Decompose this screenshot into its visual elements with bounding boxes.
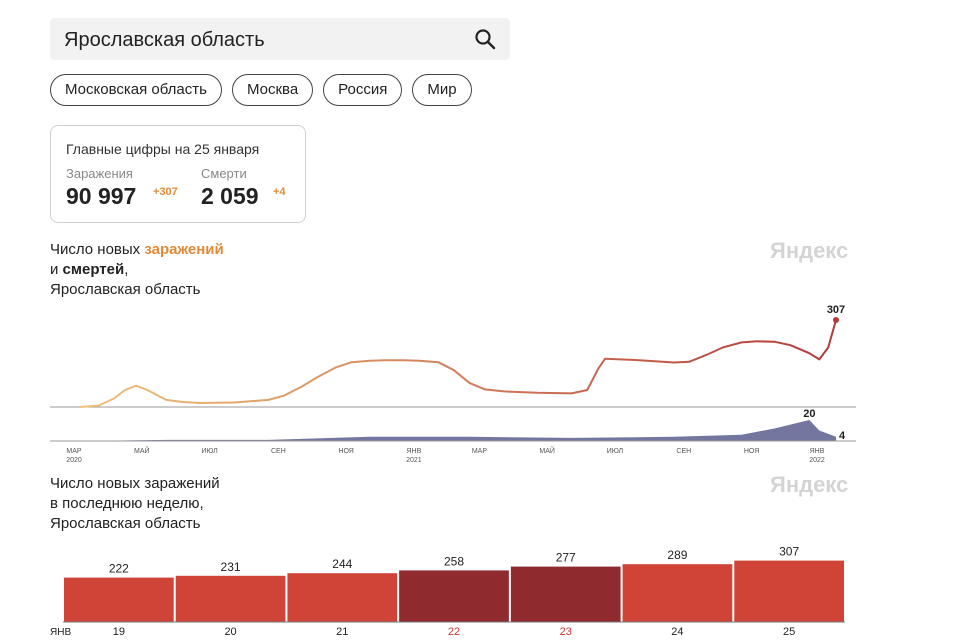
deaths-area xyxy=(79,420,837,441)
chart1-title-line1-prefix: Число новых xyxy=(50,241,145,258)
chart1-title-line2-prefix: и xyxy=(50,261,63,278)
bar-22 xyxy=(399,570,509,622)
bar-category-label: 22 xyxy=(448,626,460,638)
chart2-title: Число новых заражений в последнюю неделю… xyxy=(50,474,220,534)
bar-value-label: 258 xyxy=(444,554,464,568)
bar-value-label: 222 xyxy=(109,562,129,576)
bar-21 xyxy=(287,573,398,622)
x-tick-label: МАЙ xyxy=(134,446,150,455)
chart2-watermark: Яндекс xyxy=(770,472,849,497)
deaths-last-label: 4 xyxy=(839,430,846,442)
infections-label: Заражения xyxy=(66,166,133,181)
summary-title: Главные цифры на 25 января xyxy=(66,141,260,157)
bar-category-label: 23 xyxy=(560,626,572,638)
x-tick-label: ЯНВ xyxy=(407,448,422,455)
deaths-peak-label: 20 xyxy=(803,408,815,420)
x-tick-label: МАЙ xyxy=(539,446,555,455)
infections-last-label: 307 xyxy=(827,304,845,316)
chart2-title-line2: в последнюю неделю, xyxy=(50,495,204,512)
bar-category-label: 25 xyxy=(783,626,795,638)
x-tick-label: ЯНВ xyxy=(810,448,825,455)
x-tick-label: НОЯ xyxy=(338,448,353,455)
x-tick-label: СЕН xyxy=(676,448,691,455)
x-tick-label: НОЯ xyxy=(744,448,759,455)
bar-25 xyxy=(734,560,844,622)
chip-world[interactable]: Мир xyxy=(412,74,472,106)
bar-19 xyxy=(64,577,174,622)
chart1-title-deaths: смертей xyxy=(62,261,125,278)
bar-value-label: 231 xyxy=(221,560,241,574)
bar-value-label: 289 xyxy=(667,548,687,562)
bar-23 xyxy=(510,566,621,622)
x-tick-year: 2020 xyxy=(66,457,82,464)
search-icon[interactable] xyxy=(474,28,496,50)
x-tick-year: 2022 xyxy=(809,457,825,464)
chart1-title: Число новых заражений и смертей, Ярослав… xyxy=(50,240,224,300)
infections-value: 90 997 xyxy=(66,183,137,209)
bar-value-label: 307 xyxy=(779,545,799,559)
chip-russia[interactable]: Россия xyxy=(323,74,403,106)
bar-24 xyxy=(622,564,733,622)
chart1-title-region: Ярославская область xyxy=(50,281,201,298)
chip-moscow-region[interactable]: Московская область xyxy=(50,74,222,106)
daily-cases-chart: 307 20 4 МАР 2020 МАЙ ИЮЛ СЕН НОЯ ЯНВ 2021 МАР МАЙ ИЮ… xyxy=(50,304,856,464)
x-tick-label: МАР xyxy=(66,448,82,455)
weekly-cases-chart: 222 19 231 20 244 21 258 22 277 23 289 24 307 25 ЯНВ xyxy=(50,545,845,638)
x-tick-label: ИЮЛ xyxy=(201,448,218,455)
bar-month-label: ЯНВ xyxy=(50,627,71,638)
bar-value-label: 244 xyxy=(332,557,352,571)
search-box[interactable]: Ярославская область xyxy=(50,18,510,60)
x-tick-year: 2021 xyxy=(406,457,422,464)
x-tick-label: ИЮЛ xyxy=(607,448,624,455)
infections-delta: +307 xyxy=(153,186,178,198)
region-chips: Московская область Москва Россия Мир xyxy=(50,74,472,106)
chart2-title-region: Ярославская область xyxy=(50,515,201,532)
bar-category-label: 21 xyxy=(336,626,348,638)
infections-line xyxy=(79,319,837,408)
bar-20 xyxy=(175,575,286,622)
bar-category-label: 19 xyxy=(113,626,125,638)
deaths-label: Смерти xyxy=(201,166,247,181)
chart1-watermark: Яндекс xyxy=(770,238,849,263)
search-input[interactable]: Ярославская область xyxy=(64,29,265,51)
deaths-delta: +4 xyxy=(273,186,286,198)
bar-value-label: 277 xyxy=(556,551,576,565)
deaths-value: 2 059 xyxy=(201,183,259,209)
summary-card: Главные цифры на 25 января Заражения 90 … xyxy=(50,125,306,223)
chart2-title-line1: Число новых заражений xyxy=(50,475,220,492)
bar-category-label: 20 xyxy=(224,626,236,638)
infections-last-point xyxy=(833,317,839,323)
chart1-title-infections: заражений xyxy=(144,241,224,258)
x-tick-label: МАР xyxy=(472,448,488,455)
x-tick-label: СЕН xyxy=(271,448,286,455)
chip-moscow[interactable]: Москва xyxy=(231,74,314,106)
chart1-title-line2-suffix: , xyxy=(124,261,129,278)
bar-category-label: 24 xyxy=(671,626,683,638)
